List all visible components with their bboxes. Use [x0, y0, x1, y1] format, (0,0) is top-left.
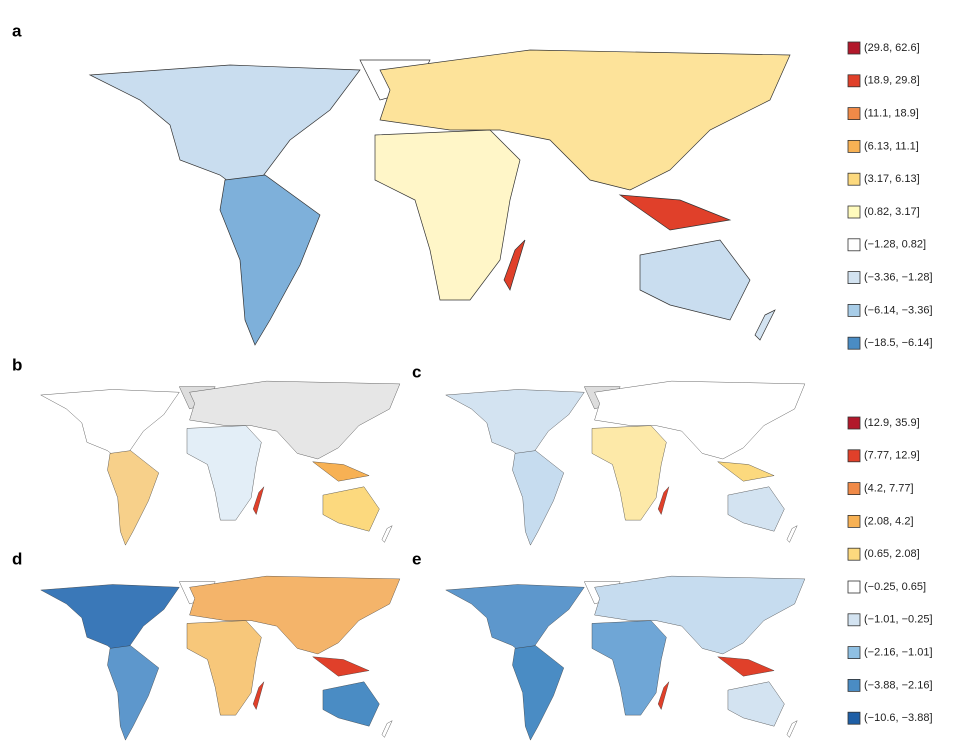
legend-swatch [847, 139, 861, 153]
land [374, 129, 521, 301]
legend-label: (11.1, 18.9] [864, 108, 919, 120]
map-panel [445, 575, 806, 741]
land [88, 64, 361, 191]
land [189, 575, 401, 655]
legend-swatch [847, 238, 861, 252]
land [591, 620, 667, 716]
legend-swatch [847, 515, 861, 528]
land [445, 584, 585, 655]
legend-label: (4.2, 7.77] [864, 483, 914, 495]
legend-swatch [847, 679, 861, 692]
legend-swatch [847, 172, 861, 186]
legend-swatch [847, 482, 861, 496]
map-panel [40, 380, 401, 546]
legend-label: (−1.28, 0.82] [864, 239, 926, 251]
legend-label: (12.9, 35.9] [864, 417, 920, 429]
land [219, 174, 321, 346]
land [186, 425, 262, 521]
legend-label: (−3.88, −2.16] [864, 679, 933, 691]
land [727, 486, 785, 532]
land [312, 656, 370, 677]
land [445, 389, 585, 460]
land [512, 450, 564, 546]
land [594, 575, 806, 655]
land [40, 584, 180, 655]
legend-label: (0.65, 2.08] [864, 548, 920, 560]
land [786, 720, 798, 738]
legend-swatch [847, 711, 861, 725]
land [40, 389, 180, 460]
land [727, 681, 785, 727]
land [639, 239, 751, 321]
panel-label: c [412, 362, 421, 381]
legend-label: (29.8, 62.6] [864, 42, 920, 54]
land [591, 425, 667, 521]
legend-label: (−18.5, −6.14] [864, 337, 933, 349]
land [657, 486, 670, 516]
map-panel [88, 49, 791, 346]
legend-swatch [847, 580, 861, 594]
land [312, 461, 370, 482]
land [381, 525, 393, 543]
legend-swatch [847, 336, 861, 350]
land [594, 380, 806, 460]
land [754, 309, 776, 341]
legend-label: (−1.01, −0.25] [864, 614, 933, 626]
land [503, 239, 526, 291]
panel-label: a [12, 21, 22, 40]
legend-label: (0.82, 3.17] [864, 206, 920, 218]
legend-swatch [847, 107, 861, 120]
legend-label: (2.08, 4.2] [864, 515, 914, 527]
land [322, 486, 380, 532]
land [107, 450, 159, 546]
legend-label: (7.77, 12.9] [864, 450, 920, 462]
land [379, 49, 791, 191]
legend-label: (−0.25, 0.65] [864, 581, 926, 593]
land [252, 486, 265, 516]
land [618, 194, 732, 231]
land [717, 656, 775, 677]
legend-label: (18.9, 29.8] [864, 75, 920, 87]
land [381, 720, 393, 738]
legend-label: (−2.16, −1.01] [864, 647, 933, 659]
legend-swatch [847, 646, 861, 659]
land [186, 620, 262, 716]
legend-swatch [847, 449, 861, 463]
land [657, 681, 670, 711]
legend-swatch [847, 416, 861, 430]
legend-label: (3.17, 6.13] [864, 173, 920, 185]
legend-swatch [847, 205, 861, 219]
land [189, 380, 401, 460]
land [786, 525, 798, 543]
legend-label: (−3.36, −1.28] [864, 272, 933, 284]
legend-swatch [847, 613, 861, 627]
land [322, 681, 380, 727]
panel-label: d [12, 549, 22, 568]
legend-label: (−10.6, −3.88] [864, 712, 933, 724]
legend-label: (−6.14, −3.36] [864, 304, 933, 316]
legend-swatch [847, 74, 861, 88]
land [107, 645, 159, 741]
panel-label: b [12, 355, 22, 374]
land [717, 461, 775, 482]
legend-swatch [847, 41, 861, 55]
land [252, 681, 265, 711]
legend-swatch [847, 547, 861, 561]
panel-label: e [412, 549, 421, 568]
map-panel [40, 575, 401, 741]
map-panel [445, 380, 806, 546]
legend-swatch [847, 271, 861, 285]
legend-swatch [847, 303, 861, 317]
legend-label: (6.13, 11.1] [864, 140, 919, 152]
land [512, 645, 564, 741]
